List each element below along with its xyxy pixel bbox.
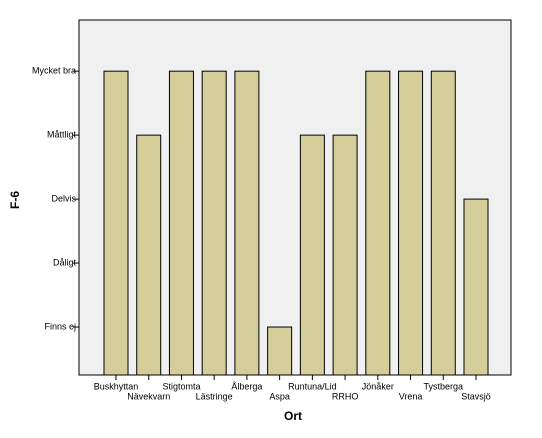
x-tick-label: Buskhyttan: [94, 381, 139, 391]
x-tick-label: Runtuna/Lid: [288, 381, 337, 391]
bar: [136, 134, 162, 376]
y-tick-label: Finns ej: [44, 321, 76, 331]
x-tick-label: Nävekvarn: [127, 391, 170, 401]
bar: [299, 134, 325, 376]
x-tick-label: Stigtomta: [162, 381, 200, 391]
y-tick-label: Mycket bra: [32, 66, 76, 76]
x-tick-label: Stavsjö: [461, 391, 491, 401]
bar: [267, 326, 293, 376]
y-tick-label: Dåligt: [53, 257, 77, 267]
x-tick-label: Vrena: [399, 391, 423, 401]
bar: [430, 70, 456, 376]
y-axis-title: F-6: [8, 191, 22, 209]
bar: [398, 70, 424, 376]
x-tick-label: Aspa: [269, 391, 290, 401]
bar: [168, 70, 194, 376]
x-tick-label: RRHO: [332, 391, 359, 401]
y-tick-label: Delvis: [51, 193, 76, 203]
x-tick-label: Lästringe: [196, 391, 233, 401]
x-tick-label: Jönåker: [362, 381, 394, 391]
y-tick-label: Måttligt: [47, 130, 77, 140]
bar: [332, 134, 358, 376]
x-tick-label: Tystberga: [424, 381, 464, 391]
x-axis-title: Ort: [284, 409, 302, 423]
x-tick-label: Ålberga: [231, 381, 262, 391]
bar: [234, 70, 260, 376]
bar: [103, 70, 129, 376]
bar: [201, 70, 227, 376]
bar: [365, 70, 391, 376]
bar: [463, 198, 489, 376]
